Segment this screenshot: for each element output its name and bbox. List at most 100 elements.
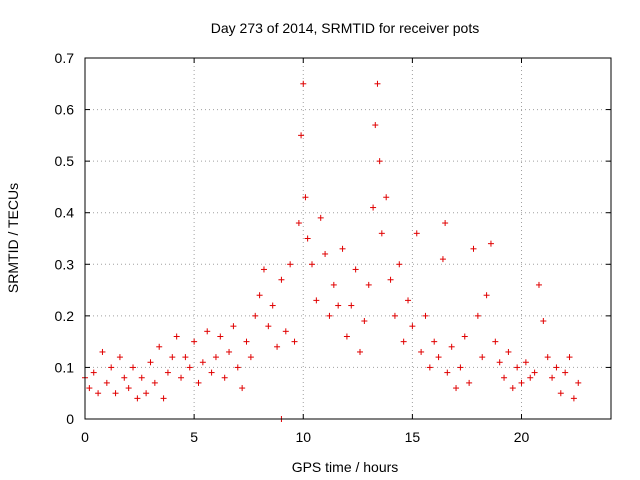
data-point [496, 359, 503, 366]
x-tick-label: 5 [190, 429, 198, 445]
data-point [134, 395, 141, 402]
data-point [164, 369, 171, 376]
data-point [470, 245, 477, 252]
data-point [418, 348, 425, 355]
data-point [413, 230, 420, 237]
data-point [448, 343, 455, 350]
data-point [304, 235, 311, 242]
data-point [405, 297, 412, 304]
data-point [370, 204, 377, 211]
data-point [457, 364, 464, 371]
data-point [570, 395, 577, 402]
data-point [387, 276, 394, 283]
data-point [108, 364, 115, 371]
data-point [431, 338, 438, 345]
data-point [252, 312, 259, 319]
data-point [514, 364, 521, 371]
data-point [99, 348, 106, 355]
data-point [302, 194, 309, 201]
data-point [160, 395, 167, 402]
data-point [487, 240, 494, 247]
data-point [138, 374, 145, 381]
data-point [444, 369, 451, 376]
data-point [195, 379, 202, 386]
data-point [339, 245, 346, 252]
data-point [553, 364, 560, 371]
data-point [265, 323, 272, 330]
data-point [230, 323, 237, 330]
data-point [361, 318, 368, 325]
data-point [422, 312, 429, 319]
data-point [143, 390, 150, 397]
data-point [291, 338, 298, 345]
y-axis-label: SRMTID / TECUs [5, 183, 21, 293]
data-point [518, 379, 525, 386]
data-point [269, 302, 276, 309]
data-point [178, 374, 185, 381]
data-point [348, 302, 355, 309]
data-point [221, 374, 228, 381]
data-point [540, 318, 547, 325]
data-point [343, 333, 350, 340]
data-point [378, 230, 385, 237]
y-tick-label: 0.2 [55, 308, 75, 324]
plot-frame [84, 57, 612, 420]
data-point [103, 379, 110, 386]
data-point [204, 328, 211, 335]
x-tick-label: 15 [405, 429, 421, 445]
data-point [544, 354, 551, 361]
data-point [509, 385, 516, 392]
y-tick-label: 0.5 [55, 153, 75, 169]
data-point [208, 369, 215, 376]
data-point [357, 348, 364, 355]
y-tick-label: 0.6 [55, 102, 75, 118]
data-point [156, 343, 163, 350]
data-point [217, 333, 224, 340]
data-point [130, 364, 137, 371]
data-point [522, 359, 529, 366]
data-point [483, 292, 490, 299]
data-point [352, 266, 359, 273]
data-point [374, 80, 381, 87]
data-point [169, 354, 176, 361]
y-tick-label: 0.4 [55, 205, 75, 221]
data-point [95, 390, 102, 397]
data-point [125, 385, 132, 392]
data-point [566, 354, 573, 361]
data-point [226, 348, 233, 355]
x-axis-label: GPS time / hours [292, 459, 399, 475]
data-point [239, 385, 246, 392]
data-point [330, 281, 337, 288]
data-point [383, 194, 390, 201]
data-point [492, 338, 499, 345]
data-point [531, 369, 538, 376]
data-point [116, 354, 123, 361]
data-point [391, 312, 398, 319]
data-point [322, 250, 329, 257]
data-point [435, 354, 442, 361]
data-point [282, 328, 289, 335]
data-point [86, 385, 93, 392]
data-point [335, 302, 342, 309]
chart-title: Day 273 of 2014, SRMTID for receiver pot… [211, 20, 479, 36]
data-point [298, 132, 305, 139]
data-point [400, 338, 407, 345]
data-point [527, 374, 534, 381]
data-points [82, 80, 582, 422]
data-point [453, 385, 460, 392]
data-point [212, 354, 219, 361]
data-point [317, 214, 324, 221]
data-point [260, 266, 267, 273]
data-point [112, 390, 119, 397]
data-point [372, 122, 379, 129]
data-point [439, 256, 446, 263]
x-axis-ticks: 0 5 10 15 20 [81, 58, 530, 445]
data-point [247, 354, 254, 361]
y-tick-label: 0.7 [55, 50, 75, 66]
data-point [173, 333, 180, 340]
grid-lines [85, 58, 611, 419]
data-point [90, 369, 97, 376]
data-point [274, 343, 281, 350]
data-point [562, 369, 569, 376]
